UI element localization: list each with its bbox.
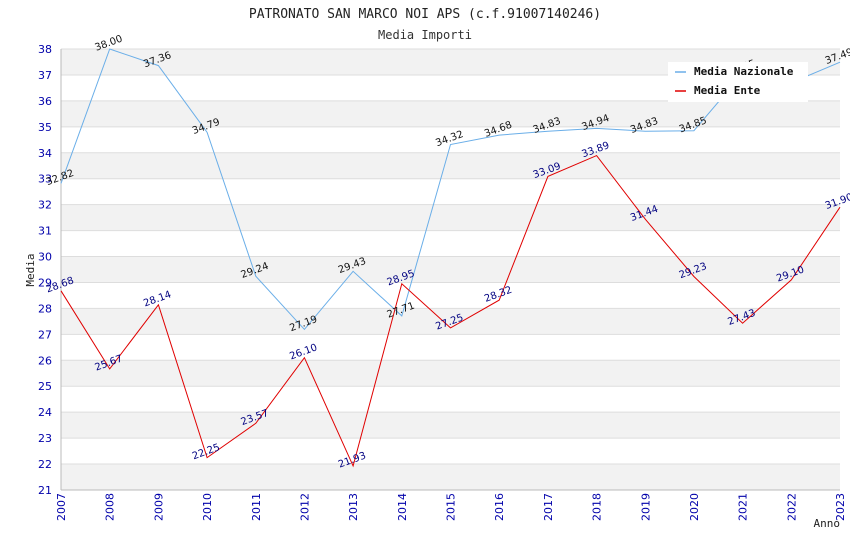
data-label-ente: 22.25 (191, 442, 222, 462)
x-axis-label: Anno (814, 517, 841, 530)
y-tick-label: 28 (38, 302, 52, 315)
y-axis-label: Media (24, 253, 37, 286)
x-tick-label: 2016 (493, 493, 506, 521)
x-tick-label: 2020 (688, 493, 701, 521)
series-lines (60, 48, 841, 468)
y-tick-label: 25 (38, 380, 52, 393)
grid-bands (61, 49, 840, 490)
y-tick-label: 24 (38, 406, 52, 419)
legend-label-ente: Media Ente (694, 84, 761, 97)
x-tick-label: 2018 (591, 493, 604, 521)
grid-band (61, 204, 840, 231)
x-tick-label: 2013 (347, 493, 360, 521)
x-tick-label: 2008 (104, 493, 117, 521)
y-tick-label: 32 (38, 199, 52, 212)
x-tick-label: 2022 (785, 493, 798, 521)
chart-title: PATRONATO SAN MARCO NOI APS (c.f.9100714… (249, 7, 601, 22)
grid-band (61, 308, 840, 335)
y-tick-label: 35 (38, 121, 52, 134)
grid-band (61, 152, 840, 179)
legend-box (668, 62, 808, 102)
data-label-nazionale: 32.82 (45, 168, 76, 188)
y-tick-label: 33 (38, 173, 52, 186)
x-tick-label: 2015 (445, 493, 458, 521)
grid-band (61, 100, 840, 127)
x-tick-label: 2021 (737, 493, 750, 521)
x-tick-label: 2009 (152, 493, 165, 521)
series-line-nazionale (60, 48, 841, 331)
x-tick-label: 2014 (396, 493, 409, 521)
x-tick-label: 2017 (542, 493, 555, 521)
data-label-ente: 28.32 (483, 285, 514, 305)
y-tick-label: 21 (38, 484, 52, 497)
grid-band (61, 412, 840, 439)
legend: Media Nazionale Media Ente (668, 62, 808, 102)
y-tick-label: 31 (38, 225, 52, 238)
x-tick-label: 2011 (250, 493, 263, 521)
axes (60, 49, 840, 491)
chart-subtitle: Media Importi (378, 28, 472, 42)
y-tick-label: 22 (38, 458, 52, 471)
x-tick-label: 2007 (55, 493, 68, 521)
y-tick-label: 27 (38, 328, 52, 341)
grid-band (61, 256, 840, 283)
y-tick-label: 26 (38, 354, 52, 367)
y-ticks: 21 22 23 24 25 26 27 28 29 30 31 32 33 34 35 36 37 38 (38, 43, 52, 497)
x-ticks: 2007 2008 2009 2010 2011 2012 2013 2014 2015 2016… (55, 493, 847, 521)
legend-label-nazionale: Media Nazionale (694, 65, 794, 78)
grid-band (61, 464, 840, 490)
x-tick-label: 2012 (298, 493, 311, 521)
y-tick-label: 38 (38, 43, 52, 56)
y-tick-label: 36 (38, 95, 52, 108)
y-tick-label: 23 (38, 432, 52, 445)
series-line-ente (60, 154, 841, 468)
x-tick-label: 2010 (201, 493, 214, 521)
y-tick-label: 37 (38, 69, 52, 82)
y-tick-label: 29 (38, 276, 52, 289)
grid-band (61, 360, 840, 387)
grid-lines (61, 48, 840, 491)
y-tick-label: 34 (38, 147, 52, 160)
y-tick-label: 30 (38, 251, 52, 264)
x-tick-label: 2023 (834, 493, 847, 521)
x-tick-label: 2019 (639, 493, 652, 521)
